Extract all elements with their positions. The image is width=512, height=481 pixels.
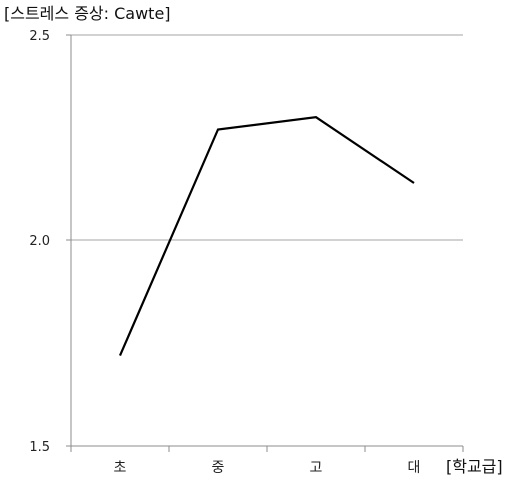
y-tick-label: 1.5 <box>29 440 50 455</box>
series-line-0 <box>118 116 415 357</box>
y-axis-title: [스트레스 증상: Cawte] <box>4 4 171 23</box>
x-axis-title: [학교급] <box>446 457 503 476</box>
x-category-label: 초 <box>114 460 127 476</box>
y-tick-label: 2.5 <box>29 29 50 44</box>
y-tick-label: 2.0 <box>29 234 50 249</box>
x-category-label: 대 <box>408 460 421 476</box>
x-category-label: 고 <box>310 460 323 476</box>
x-category-label: 중 <box>212 460 225 476</box>
series-layer <box>118 116 415 357</box>
